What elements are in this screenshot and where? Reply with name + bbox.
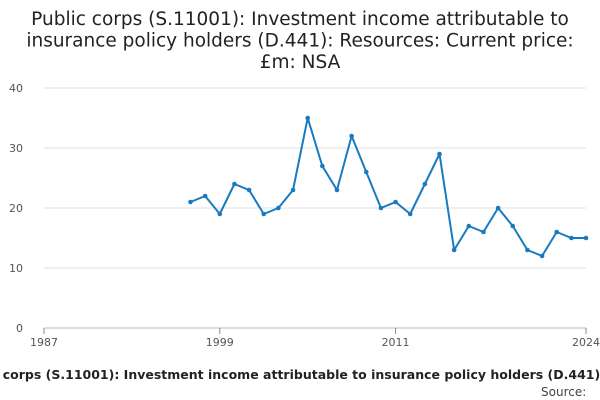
data-point[interactable] [202, 193, 208, 199]
chart-title-line: insurance policy holders (D.441): Resour… [26, 31, 573, 52]
data-point[interactable] [407, 211, 413, 217]
data-point[interactable] [525, 247, 530, 253]
y-axis: 0 10 20 30 40 [9, 82, 23, 335]
data-point[interactable] [466, 223, 472, 229]
data-point[interactable] [569, 235, 574, 241]
data-point[interactable] [539, 253, 545, 259]
x-tick-label: 1999 [206, 336, 234, 349]
chart-title: Public corps (S.11001): Investment incom… [26, 9, 573, 73]
data-point[interactable] [437, 151, 442, 157]
series-line [190, 117, 586, 257]
y-tick-label: 20 [9, 202, 23, 215]
chart-caption: Public corps (S.11001): Investment incom… [0, 367, 600, 382]
data-point[interactable] [393, 199, 398, 205]
data-point[interactable] [217, 211, 223, 217]
y-tick-label: 30 [9, 142, 23, 155]
data-point[interactable] [246, 187, 252, 193]
data-point[interactable] [451, 247, 457, 253]
data-point[interactable] [583, 235, 589, 241]
data-point[interactable] [188, 199, 193, 205]
data-point[interactable] [554, 229, 560, 235]
x-tick-label: 2024 [572, 336, 600, 349]
data-point[interactable] [334, 187, 340, 193]
gridlines [44, 87, 586, 329]
data-point[interactable] [290, 187, 296, 193]
x-axis: 1987 1999 2011 2024 [30, 328, 600, 349]
data-point[interactable] [276, 205, 281, 211]
series-group [188, 115, 589, 259]
x-tick-label: 1987 [30, 336, 58, 349]
data-point[interactable] [510, 223, 516, 229]
data-point[interactable] [495, 205, 501, 211]
data-point[interactable] [481, 229, 486, 235]
data-point[interactable] [349, 133, 354, 139]
data-point[interactable] [261, 211, 267, 217]
data-point[interactable] [422, 181, 428, 187]
chart-title-line: Public corps (S.11001): Investment incom… [31, 9, 569, 30]
y-tick-label: 0 [16, 322, 23, 335]
data-point[interactable] [305, 115, 310, 121]
x-tick-label: 2011 [382, 336, 410, 349]
data-point[interactable] [378, 205, 384, 211]
data-point[interactable] [363, 169, 369, 175]
y-tick-label: 10 [9, 262, 23, 275]
source-label: Source: [541, 385, 586, 399]
chart-title-line: £m: NSA [260, 52, 341, 73]
y-tick-label: 40 [9, 82, 23, 95]
data-point[interactable] [320, 163, 325, 169]
data-point[interactable] [232, 181, 237, 187]
